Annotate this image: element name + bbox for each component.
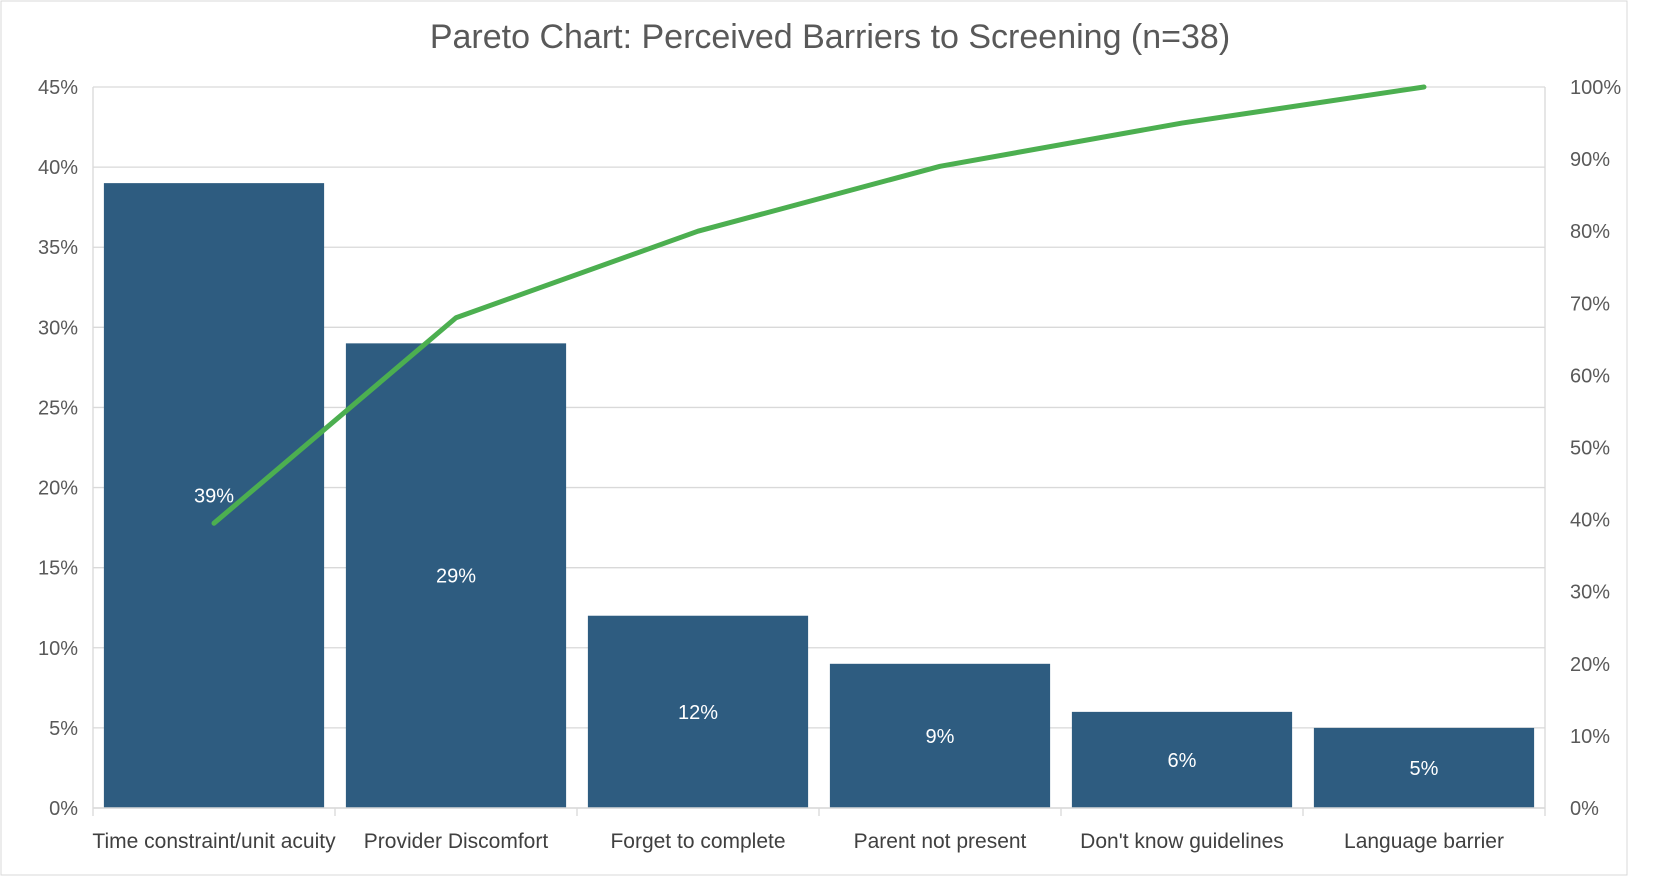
- right-axis-tick-label: 60%: [1570, 365, 1610, 387]
- cumulative-percentage-line: [211, 84, 1427, 526]
- category-label: Provider Discomfort: [364, 830, 549, 853]
- cumulative-line: [211, 84, 1427, 526]
- left-axis-tick-label: 40%: [38, 157, 78, 179]
- category-label: Language barrier: [1344, 830, 1504, 853]
- axes: 0% 5% 10% 15% 20% 25% 30% 35% 40% 45% 0% 10% 20% 30% 4…: [38, 77, 1621, 853]
- left-axis-tick-label: 45%: [38, 77, 78, 99]
- chart-border: [0, 0, 1628, 876]
- right-axis-tick-label: 0%: [1570, 798, 1599, 820]
- right-axis-tick-label: 40%: [1570, 510, 1610, 532]
- right-axis-tick-label: 90%: [1570, 149, 1610, 171]
- left-axis-tick-label: 35%: [38, 237, 78, 259]
- left-axis-tick-label: 10%: [38, 638, 78, 660]
- right-axis-tick-label: 80%: [1570, 221, 1610, 243]
- bar: [345, 343, 567, 808]
- left-axis-tick-label: 20%: [38, 478, 78, 500]
- right-axis-tick-label: 50%: [1570, 438, 1610, 460]
- bar: [587, 615, 809, 808]
- bar-data-label: 9%: [926, 726, 955, 748]
- bar: [1071, 711, 1293, 808]
- bar: [829, 663, 1051, 808]
- category-label: Time constraint/unit acuity: [92, 830, 336, 853]
- bar: [1313, 727, 1535, 808]
- category-label: Forget to complete: [610, 830, 785, 853]
- bar-data-label: 5%: [1410, 758, 1439, 780]
- bar-data-label: 39%: [194, 486, 234, 508]
- category-label: Parent not present: [854, 830, 1027, 853]
- left-axis-tick-label: 25%: [38, 397, 78, 419]
- bar-data-label: 29%: [436, 566, 476, 588]
- bar-data-label: 12%: [678, 702, 718, 724]
- bar-data-label: 6%: [1168, 750, 1197, 772]
- left-axis-tick-label: 15%: [38, 558, 78, 580]
- right-axis-tick-label: 70%: [1570, 293, 1610, 315]
- category-label: Don't know guidelines: [1080, 830, 1284, 853]
- right-axis-tick-label: 100%: [1570, 77, 1621, 99]
- left-axis-tick-label: 30%: [38, 317, 78, 339]
- right-axis-tick-label: 30%: [1570, 582, 1610, 604]
- left-axis-tick-label: 0%: [49, 798, 78, 820]
- bar-data-labels: 39% 29% 12% 9% 6% 5%: [194, 486, 1439, 780]
- chart-title: Pareto Chart: Perceived Barriers to Scre…: [430, 18, 1230, 56]
- right-axis-tick-label: 20%: [1570, 654, 1610, 676]
- right-axis-tick-label: 10%: [1570, 726, 1610, 748]
- bar: [103, 183, 325, 809]
- left-axis-tick-label: 5%: [49, 718, 78, 740]
- bars: [103, 183, 1535, 809]
